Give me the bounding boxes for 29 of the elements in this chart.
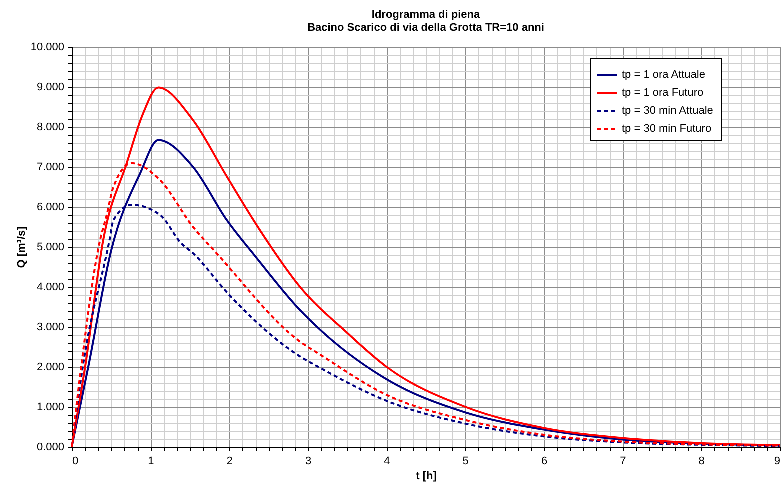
legend-label: tp = 1 ora Attuale xyxy=(622,69,706,81)
x-tick-label: 5 xyxy=(462,456,469,468)
x-tick-label: 9 xyxy=(774,456,780,468)
x-tick-label: 4 xyxy=(384,456,390,468)
y-tick-label: 3.000 xyxy=(36,322,64,334)
x-tick-label: 7 xyxy=(620,456,626,468)
y-tick-label: 0.000 xyxy=(36,442,64,454)
y-tick-label: 1.000 xyxy=(36,402,64,414)
legend-label: tp = 30 min Attuale xyxy=(622,105,714,117)
y-axis-title: Q [m³/s] xyxy=(16,226,28,268)
x-tick-label: 2 xyxy=(226,456,233,468)
y-tick-label: 10.000 xyxy=(30,42,64,54)
chart-title: Idrogramma di piena xyxy=(372,9,481,21)
x-tick-label: 3 xyxy=(305,456,312,468)
y-tick-label: 4.000 xyxy=(36,282,64,294)
y-tick-label: 2.000 xyxy=(36,362,64,374)
y-tick-label: 9.000 xyxy=(36,82,64,94)
y-tick-label: 5.000 xyxy=(36,242,64,254)
x-tick-label: 6 xyxy=(541,456,548,468)
x-tick-label: 1 xyxy=(148,456,154,468)
y-tick-label: 6.000 xyxy=(36,202,64,214)
x-tick-label: 8 xyxy=(698,456,705,468)
x-axis-title: t [h] xyxy=(416,470,438,482)
chart-subtitle: Bacino Scarico di via della Grotta TR=10 anni xyxy=(308,22,544,34)
legend-label: tp = 1 ora Futuro xyxy=(622,87,704,99)
x-tick-label: 0 xyxy=(72,456,79,468)
legend-label: tp = 30 min Futuro xyxy=(622,123,712,135)
y-tick-label: 8.000 xyxy=(36,122,64,134)
y-tick-label: 7.000 xyxy=(36,162,64,174)
